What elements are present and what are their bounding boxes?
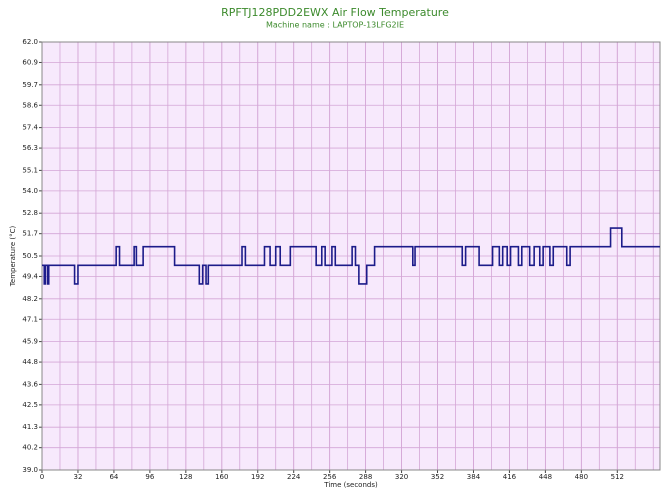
y-tick-label: 55.1 <box>22 166 38 174</box>
y-tick-label: 58.6 <box>22 101 38 109</box>
x-tick-label: 352 <box>431 473 444 481</box>
y-tick-label: 49.4 <box>22 272 38 280</box>
y-tick-label: 44.8 <box>22 358 38 366</box>
x-tick-label: 256 <box>323 473 337 481</box>
x-tick-label: 160 <box>215 473 228 481</box>
plot-border <box>41 41 661 471</box>
y-tick-label: 52.8 <box>22 209 38 217</box>
x-tick-label: 0 <box>40 473 44 481</box>
x-tick-label: 32 <box>73 473 82 481</box>
x-tick-label: 416 <box>503 473 517 481</box>
x-tick-label: 64 <box>109 473 118 481</box>
y-tick-label: 60.9 <box>22 58 38 66</box>
y-tick-label: 43.6 <box>22 380 38 388</box>
x-tick-label: 320 <box>395 473 408 481</box>
y-axis-label: Temperature (°C) <box>9 226 17 288</box>
data-line <box>42 227 660 285</box>
x-tick-label: 224 <box>287 473 301 481</box>
chart-title: RPFTJ128PDD2EWX Air Flow Temperature <box>221 6 449 19</box>
x-tick-label: 192 <box>251 473 264 481</box>
y-tick-label: 51.7 <box>22 230 38 238</box>
y-tick-label: 50.5 <box>22 252 38 260</box>
y-tick-label: 56.3 <box>22 144 38 152</box>
y-tick-label: 39.0 <box>22 466 38 474</box>
y-tick-label: 40.2 <box>22 444 38 452</box>
x-axis-label: Time (seconds) <box>323 481 378 489</box>
y-tick-label: 57.4 <box>22 124 38 132</box>
chart-subtitle: Machine name : LAPTOP-13LFG2IE <box>266 21 404 30</box>
y-tick-label: 54.0 <box>22 187 38 195</box>
y-tick-label: 42.5 <box>22 401 38 409</box>
y-tick-label: 48.2 <box>22 295 38 303</box>
y-tick-label: 47.1 <box>22 315 38 323</box>
x-tick-label: 96 <box>145 473 154 481</box>
y-tick-label: 45.9 <box>22 338 38 346</box>
x-tick-label: 480 <box>575 473 588 481</box>
y-tick-label: 41.3 <box>22 423 38 431</box>
x-tick-label: 128 <box>179 473 192 481</box>
x-tick-label: 512 <box>611 473 624 481</box>
x-tick-label: 448 <box>539 473 552 481</box>
x-tick-label: 384 <box>467 473 481 481</box>
y-tick-label: 59.7 <box>22 81 38 89</box>
x-tick-label: 288 <box>359 473 372 481</box>
y-tick-label: 62.0 <box>22 38 38 46</box>
